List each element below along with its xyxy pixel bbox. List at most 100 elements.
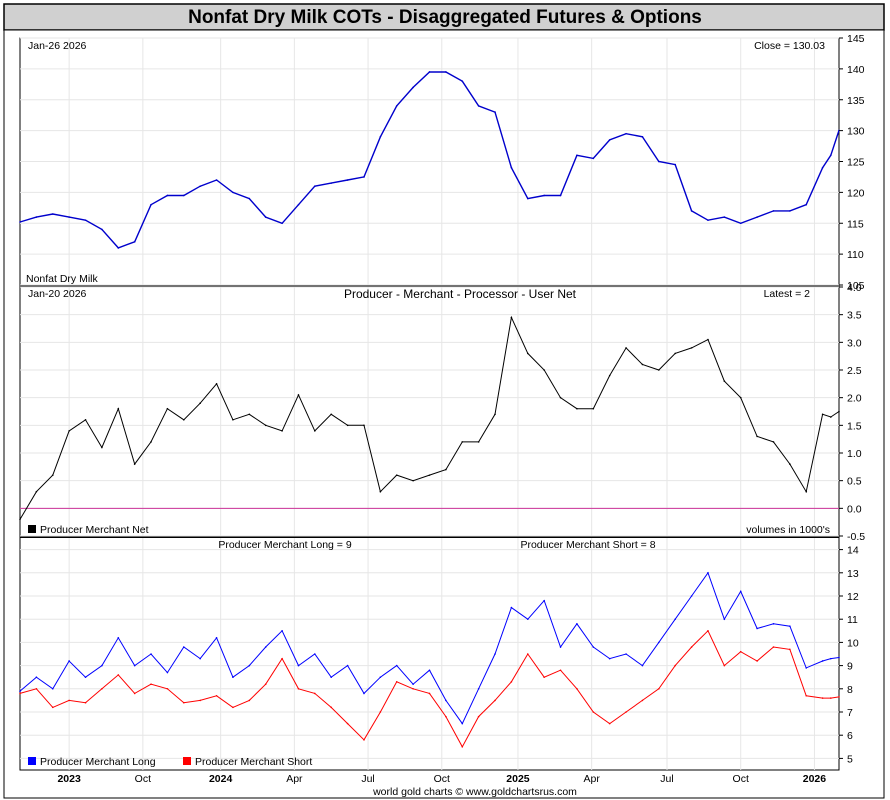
data-point [576, 623, 578, 625]
short-legend-swatch [183, 757, 191, 765]
x-tick-label: Oct [733, 773, 749, 785]
data-point [346, 424, 349, 427]
data-point [281, 430, 283, 432]
data-point [690, 595, 693, 597]
data-point [526, 352, 529, 355]
y-tick-label: 0.5 [847, 476, 862, 488]
data-point [641, 699, 644, 702]
chart-marks [19, 71, 840, 748]
data-point [674, 352, 676, 355]
data-point [395, 681, 398, 683]
data-point [592, 157, 595, 160]
data-point [830, 154, 832, 157]
series-line-producer-merchant-net [19, 315, 840, 520]
data-point [625, 347, 627, 349]
y-tick-label: 13 [847, 568, 859, 580]
data-point [739, 222, 742, 225]
data-point [183, 646, 185, 648]
data-point [68, 216, 70, 218]
data-point [363, 424, 365, 427]
net-legend-swatch [28, 525, 36, 533]
y-tick-label: 145 [847, 33, 865, 45]
data-point [805, 667, 808, 669]
data-point [494, 111, 496, 113]
y-tick-label: 120 [847, 187, 865, 199]
data-point [543, 676, 545, 678]
y-tick-label: -0.5 [847, 531, 865, 543]
data-point [264, 216, 267, 218]
y-tick-label: 7 [847, 707, 853, 719]
long-legend-swatch [28, 757, 36, 765]
data-point [215, 636, 218, 639]
data-point [363, 176, 365, 178]
data-point [330, 676, 333, 678]
data-point [576, 688, 578, 690]
data-point [789, 210, 791, 212]
data-point [101, 228, 103, 231]
data-point [428, 71, 431, 73]
data-point [608, 657, 611, 660]
data-point [133, 463, 136, 465]
data-point [264, 424, 267, 427]
data-point [674, 664, 676, 667]
data-point [395, 105, 398, 107]
data-point [510, 681, 513, 683]
data-point [68, 699, 70, 702]
data-point [805, 490, 808, 493]
data-point [101, 688, 103, 690]
data-point [84, 219, 87, 221]
data-point [297, 394, 300, 396]
data-point [608, 722, 611, 725]
data-point [363, 739, 365, 741]
data-point [830, 697, 832, 699]
data-point [592, 711, 595, 713]
data-point [789, 648, 791, 651]
data-point [690, 646, 693, 648]
data-point [166, 194, 169, 197]
data-point [297, 688, 300, 690]
data-point [739, 396, 742, 399]
data-point [133, 240, 136, 243]
data-point [84, 419, 87, 421]
data-point [232, 676, 234, 678]
data-point [821, 697, 824, 699]
data-point [830, 416, 832, 418]
data-point [510, 166, 513, 169]
data-point [510, 316, 513, 319]
data-point [215, 383, 218, 385]
data-point [117, 247, 120, 249]
data-point [19, 690, 21, 692]
data-point [68, 430, 70, 432]
data-point [264, 646, 267, 648]
y-tick-label: 1.0 [847, 448, 862, 460]
data-point [690, 347, 693, 349]
data-point [526, 618, 529, 620]
data-point [494, 699, 496, 702]
short-value-label: Producer Merchant Short = 8 [520, 539, 655, 551]
data-point [101, 664, 103, 667]
data-point [608, 139, 611, 141]
data-point [297, 664, 300, 667]
data-point [674, 163, 676, 166]
data-point [199, 699, 201, 702]
data-point [821, 660, 824, 662]
data-point [461, 746, 464, 748]
data-point [166, 407, 169, 410]
data-point [830, 657, 832, 660]
data-point [183, 194, 185, 197]
data-point [330, 413, 333, 416]
data-point [35, 688, 38, 690]
data-point [494, 413, 496, 416]
data-point [297, 203, 300, 206]
data-point [526, 197, 529, 200]
data-point [314, 430, 316, 432]
x-tick-label: 2024 [209, 773, 233, 785]
data-point [559, 194, 562, 197]
data-point [84, 701, 87, 704]
x-tick-label: Apr [583, 773, 600, 785]
data-point [281, 222, 283, 225]
data-point [248, 699, 251, 702]
long-legend: Producer Merchant Long [40, 756, 156, 768]
data-point [756, 435, 758, 438]
